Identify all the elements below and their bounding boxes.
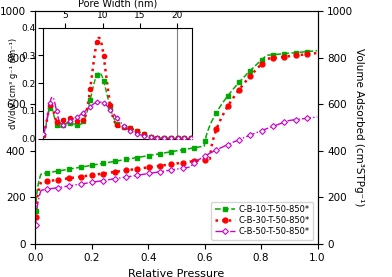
X-axis label: Pore Width (nm): Pore Width (nm) [78,0,157,9]
Y-axis label: Volume Adsorbed (cm³STPg⁻¹): Volume Adsorbed (cm³STPg⁻¹) [354,48,365,207]
Y-axis label: dV/dw (cm³ g⁻¹ nm⁻¹): dV/dw (cm³ g⁻¹ nm⁻¹) [9,38,18,129]
X-axis label: Relative Pressure: Relative Pressure [128,269,225,277]
Legend: C-B-10-T-50-850*, C-B-30-T-50-850*, C-B-50-T-50-850*: C-B-10-T-50-850*, C-B-30-T-50-850*, C-B-… [211,202,313,240]
